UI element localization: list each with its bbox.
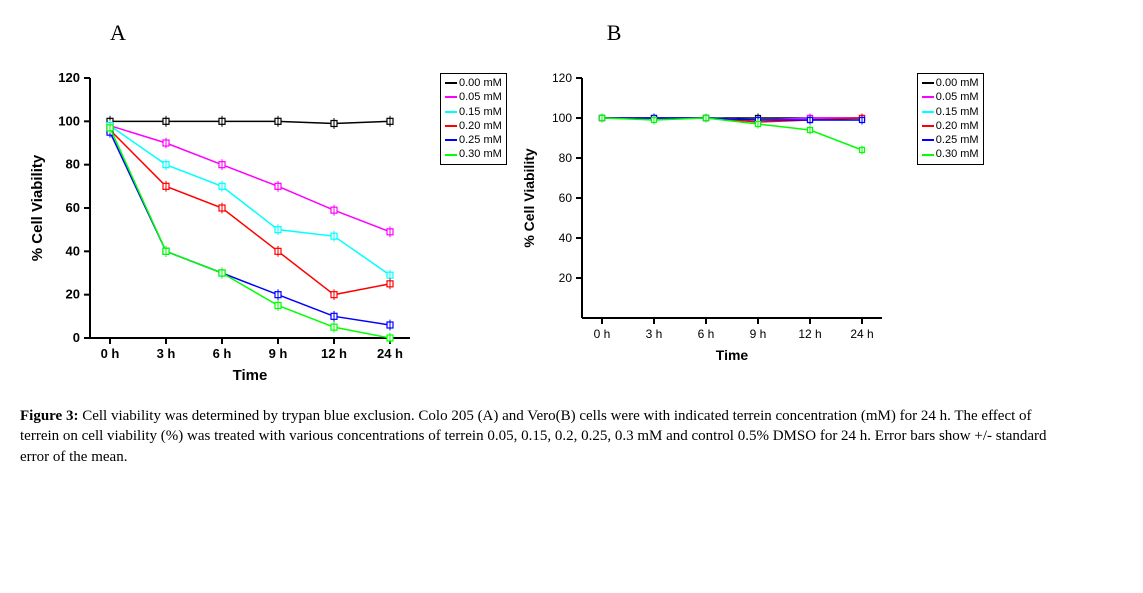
legend-a: 0.00 mM 0.05 mM 0.15 mM 0.20 mM 0.25 mM 0.30 … — [440, 73, 507, 165]
legend-item: 0.25 mM — [445, 133, 502, 147]
panel-b-row: 20 40 60 80 100 120 0 h 3 h 6 h 9 h 12 h 24 h Time % … — [517, 48, 984, 368]
legend-swatch — [445, 111, 457, 113]
svg-text:6 h: 6 h — [213, 346, 232, 361]
panel-a-row: 0 20 40 60 80 100 120 0 h 3 h 6 h 9 h 12 h 24 h Time%… — [20, 48, 507, 388]
legend-swatch — [445, 96, 457, 98]
legend-label: 0.15 mM — [936, 106, 979, 118]
svg-text:20: 20 — [558, 271, 572, 285]
legend-item: 0.25 mM — [922, 133, 979, 147]
svg-text:40: 40 — [66, 243, 80, 258]
chart-b-svg: 20 40 60 80 100 120 0 h 3 h 6 h 9 h 12 h 24 h Time % … — [517, 48, 917, 368]
svg-text:60: 60 — [66, 200, 80, 215]
legend-swatch — [922, 82, 934, 84]
svg-text:3 h: 3 h — [645, 327, 662, 341]
svg-text:120: 120 — [552, 71, 572, 85]
panel-b-label: B — [517, 20, 984, 46]
legend-item: 0.00 mM — [445, 76, 502, 90]
legend-swatch — [445, 82, 457, 84]
chart-a-svg: 0 20 40 60 80 100 120 0 h 3 h 6 h 9 h 12 h 24 h Time%… — [20, 48, 440, 388]
legend-swatch — [922, 125, 934, 127]
legend-label: 0.05 mM — [459, 91, 502, 103]
legend-item: 0.30 mM — [445, 147, 502, 161]
legend-item: 0.20 mM — [445, 119, 502, 133]
legend-label: 0.25 mM — [936, 134, 979, 146]
legend-item: 0.15 mM — [922, 105, 979, 119]
legend-label: 0.30 mM — [459, 148, 502, 160]
svg-text:40: 40 — [558, 231, 572, 245]
legend-swatch — [922, 111, 934, 113]
legend-swatch — [445, 139, 457, 141]
svg-text:% Cell Viability: % Cell Viability — [29, 154, 46, 261]
svg-text:120: 120 — [58, 70, 80, 85]
svg-text:20: 20 — [66, 287, 80, 302]
svg-text:12 h: 12 h — [798, 327, 821, 341]
panel-b: B 20 40 60 80 100 120 0 h 3 h 6 h 9 h 12 h 24 h Time… — [517, 20, 984, 388]
svg-text:0 h: 0 h — [593, 327, 610, 341]
svg-text:9 h: 9 h — [749, 327, 766, 341]
legend-swatch — [922, 96, 934, 98]
panel-a: A 0 20 40 60 80 100 120 0 h 3 h 6 h 9 h 12 h 24 h Tim… — [20, 20, 507, 388]
legend-item: 0.15 mM — [445, 105, 502, 119]
legend-label: 0.25 mM — [459, 134, 502, 146]
figure-caption: Figure 3: Cell viability was determined … — [20, 406, 1060, 467]
svg-text:24 h: 24 h — [377, 346, 403, 361]
legend-swatch — [445, 125, 457, 127]
legend-item: 0.00 mM — [922, 76, 979, 90]
svg-text:Time: Time — [233, 367, 268, 384]
svg-text:12 h: 12 h — [321, 346, 347, 361]
svg-text:Time: Time — [716, 347, 749, 363]
svg-text:6 h: 6 h — [697, 327, 714, 341]
svg-text:3 h: 3 h — [157, 346, 176, 361]
figure-container: A 0 20 40 60 80 100 120 0 h 3 h 6 h 9 h 12 h 24 h Tim… — [20, 20, 1123, 467]
svg-text:100: 100 — [58, 113, 80, 128]
legend-label: 0.05 mM — [936, 91, 979, 103]
legend-label: 0.00 mM — [936, 77, 979, 89]
legend-swatch — [922, 154, 934, 156]
svg-text:% Cell Viability: % Cell Viability — [521, 148, 537, 248]
legend-label: 0.20 mM — [936, 120, 979, 132]
legend-item: 0.20 mM — [922, 119, 979, 133]
svg-text:0: 0 — [73, 330, 80, 345]
legend-label: 0.20 mM — [459, 120, 502, 132]
svg-text:100: 100 — [552, 111, 572, 125]
svg-text:9 h: 9 h — [269, 346, 288, 361]
caption-body: Cell viability was determined by trypan … — [20, 408, 1047, 465]
legend-label: 0.30 mM — [936, 148, 979, 160]
legend-item: 0.05 mM — [445, 90, 502, 104]
legend-label: 0.15 mM — [459, 106, 502, 118]
caption-prefix: Figure 3: — [20, 408, 78, 424]
legend-swatch — [922, 139, 934, 141]
legend-item: 0.05 mM — [922, 90, 979, 104]
legend-item: 0.30 mM — [922, 147, 979, 161]
svg-text:60: 60 — [558, 191, 572, 205]
panel-a-label: A — [20, 20, 507, 46]
legend-b: 0.00 mM 0.05 mM 0.15 mM 0.20 mM 0.25 mM 0.30 … — [917, 73, 984, 165]
legend-swatch — [445, 154, 457, 156]
svg-text:24 h: 24 h — [850, 327, 873, 341]
svg-text:80: 80 — [558, 151, 572, 165]
legend-label: 0.00 mM — [459, 77, 502, 89]
svg-text:0 h: 0 h — [101, 346, 120, 361]
charts-row: A 0 20 40 60 80 100 120 0 h 3 h 6 h 9 h 12 h 24 h Tim… — [20, 20, 1123, 388]
svg-text:80: 80 — [66, 157, 80, 172]
